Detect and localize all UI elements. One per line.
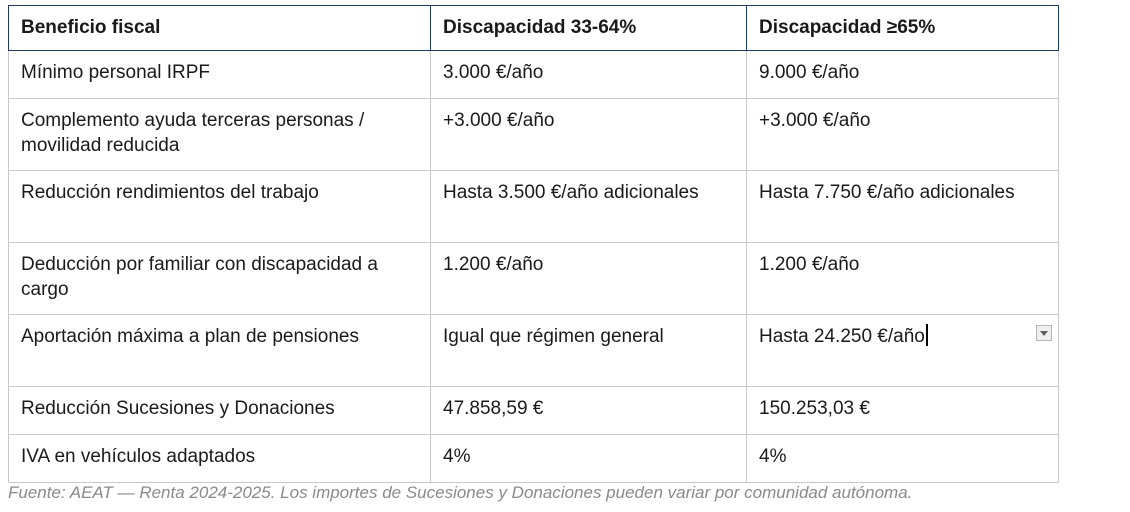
table-cell[interactable]: 4% bbox=[746, 434, 1059, 483]
table-cell[interactable]: Mínimo personal IRPF bbox=[8, 50, 431, 99]
fiscal-benefits-table: Beneficio fiscal Discapacidad 33-64% Dis… bbox=[8, 5, 1059, 483]
column-header[interactable]: Beneficio fiscal bbox=[8, 5, 431, 51]
table-cell[interactable]: Reducción rendimientos del trabajo bbox=[8, 170, 431, 243]
table-cell[interactable]: 1.200 €/año bbox=[746, 242, 1059, 315]
table-row: Deducción por familiar con discapacidad … bbox=[8, 242, 1059, 315]
table-container: Beneficio fiscal Discapacidad 33-64% Dis… bbox=[8, 5, 1059, 483]
dropdown-arrow-icon[interactable] bbox=[1036, 325, 1052, 341]
table-header-row: Beneficio fiscal Discapacidad 33-64% Dis… bbox=[8, 5, 1059, 51]
table-cell[interactable]: 3.000 €/año bbox=[430, 50, 747, 99]
table-cell[interactable]: Deducción por familiar con discapacidad … bbox=[8, 242, 431, 315]
table-cell[interactable]: IVA en vehículos adaptados bbox=[8, 434, 431, 483]
table-cell[interactable]: +3.000 €/año bbox=[430, 98, 747, 171]
table-cell[interactable]: Aportación máxima a plan de pensiones bbox=[8, 314, 431, 387]
column-header[interactable]: Discapacidad 33-64% bbox=[430, 5, 747, 51]
table-cell[interactable]: Igual que régimen general bbox=[430, 314, 747, 387]
table-cell[interactable]: 150.253,03 € bbox=[746, 386, 1059, 435]
table-row: Reducción Sucesiones y Donaciones 47.858… bbox=[8, 386, 1059, 435]
table-caption: Fuente: AEAT — Renta 2024-2025. Los impo… bbox=[8, 483, 913, 502]
table-cell[interactable]: Hasta 3.500 €/año adicionales bbox=[430, 170, 747, 243]
table-row: Reducción rendimientos del trabajo Hasta… bbox=[8, 170, 1059, 243]
table-row: IVA en vehículos adaptados 4% 4% bbox=[8, 434, 1059, 483]
table-cell[interactable]: 47.858,59 € bbox=[430, 386, 747, 435]
table-row: Mínimo personal IRPF 3.000 €/año 9.000 €… bbox=[8, 50, 1059, 99]
table-cell[interactable]: 1.200 €/año bbox=[430, 242, 747, 315]
active-table-cell[interactable]: Hasta 24.250 €/año bbox=[746, 314, 1059, 387]
cell-text: Hasta 24.250 €/año bbox=[759, 326, 925, 347]
table-cell[interactable]: Complemento ayuda terceras personas / mo… bbox=[8, 98, 431, 171]
table-cell[interactable]: Reducción Sucesiones y Donaciones bbox=[8, 386, 431, 435]
table-cell[interactable]: +3.000 €/año bbox=[746, 98, 1059, 171]
table-row: Aportación máxima a plan de pensiones Ig… bbox=[8, 314, 1059, 387]
table-cell[interactable]: Hasta 7.750 €/año adicionales bbox=[746, 170, 1059, 243]
text-cursor bbox=[925, 324, 928, 346]
table-cell[interactable]: 4% bbox=[430, 434, 747, 483]
table-row: Complemento ayuda terceras personas / mo… bbox=[8, 98, 1059, 171]
column-header[interactable]: Discapacidad ≥65% bbox=[746, 5, 1059, 51]
table-cell[interactable]: 9.000 €/año bbox=[746, 50, 1059, 99]
